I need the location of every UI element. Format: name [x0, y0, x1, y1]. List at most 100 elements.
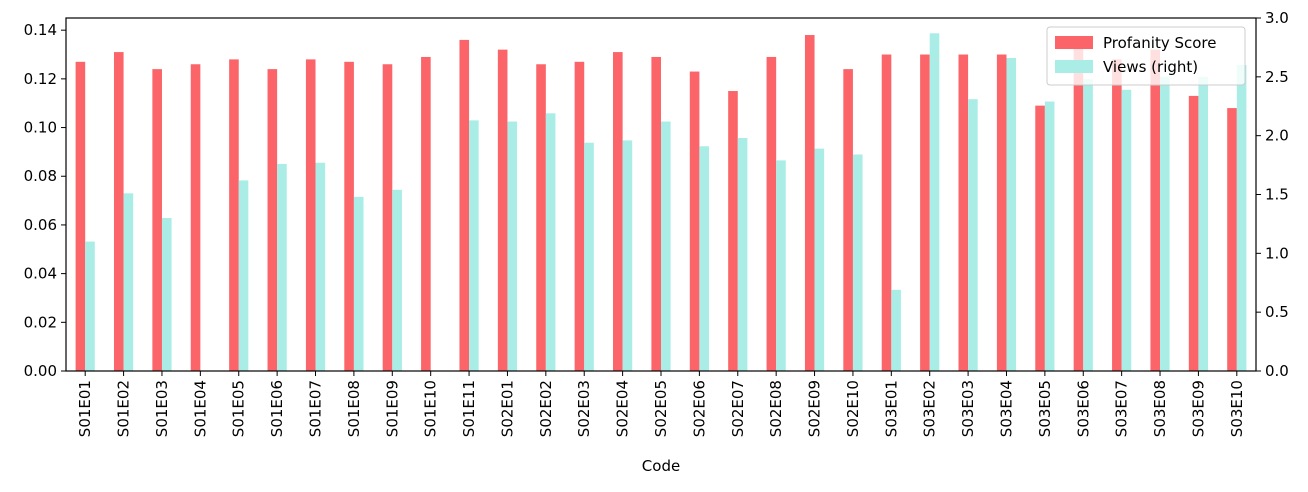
x-tick-label: S01E06	[268, 380, 286, 437]
left-y-tick-label: 0.00	[24, 362, 57, 380]
bar-views-s01e03	[161, 218, 172, 371]
x-tick-label: S03E04	[997, 380, 1015, 437]
bar-profanity-s02e10	[843, 69, 853, 371]
legend: Profanity Score Views (right)	[1046, 26, 1246, 86]
bar-profanity-s02e02	[536, 64, 546, 371]
bar-views-s02e07	[737, 138, 748, 371]
x-tick-label: S02E05	[652, 380, 670, 437]
bar-profanity-s01e03	[152, 69, 162, 371]
x-tick-label: S03E01	[882, 380, 900, 437]
bar-profanity-s03e03	[958, 54, 969, 371]
x-tick-label: S02E06	[690, 380, 708, 437]
bar-profanity-s03e06	[1073, 44, 1084, 372]
bar-profanity-s03e07	[1112, 59, 1122, 372]
right-y-tick-label: 1.0	[1265, 244, 1289, 262]
x-tick-label: S02E03	[575, 380, 593, 437]
x-tick-label: S03E07	[1113, 380, 1131, 437]
x-tick-label: S03E10	[1228, 380, 1246, 437]
left-y-tick-label: 0.12	[24, 70, 57, 88]
x-tick-label: S02E10	[844, 380, 862, 437]
legend-label: Views (right)	[1103, 58, 1198, 76]
x-tick-label: S03E08	[1151, 380, 1169, 437]
profanity-bars	[75, 35, 1237, 372]
right-y-tick-label: 2.5	[1265, 68, 1289, 86]
x-tick-label: S01E01	[76, 380, 94, 437]
right-y-tick-label: 0.5	[1265, 303, 1289, 321]
bar-views-s02e08	[776, 160, 786, 371]
x-tick-label: S01E08	[345, 380, 363, 437]
bar-profanity-s01e04	[190, 64, 201, 371]
x-tick-label: S01E02	[115, 380, 133, 437]
x-tick-label: S03E05	[1036, 380, 1054, 437]
bar-profanity-s01e11	[459, 39, 470, 372]
bar-profanity-s03e04	[996, 54, 1007, 371]
bar-views-s03e01	[891, 289, 901, 371]
bar-views-s03e04	[1006, 58, 1017, 372]
x-tick-label: S01E11	[460, 380, 478, 437]
x-tick-label: S01E07	[307, 380, 325, 437]
bar-views-s02e06	[699, 146, 709, 371]
bar-views-s01e01	[85, 241, 95, 371]
right-y-axis: 0.0 0.5 1.0 1.5 2.0 2.5 3.0	[1256, 9, 1289, 380]
x-tick-label: S01E09	[383, 380, 401, 437]
bar-views-s01e06	[277, 163, 287, 371]
bar-profanity-s02e01	[497, 49, 508, 371]
x-tick-label: S03E02	[921, 380, 939, 437]
x-tick-label: S02E07	[729, 380, 747, 437]
left-y-tick-label: 0.08	[24, 167, 57, 185]
bar-profanity-s03e10	[1227, 108, 1237, 371]
bar-profanity-s03e09	[1188, 95, 1199, 372]
bar-views-s02e01	[507, 121, 518, 372]
bar-profanity-s02e03	[574, 61, 585, 372]
right-y-tick-label: 2.0	[1265, 127, 1289, 145]
bar-profanity-s01e09	[382, 64, 393, 371]
bar-views-s03e06	[1083, 79, 1093, 371]
bar-profanity-s01e08	[344, 61, 354, 372]
legend-swatch	[1055, 60, 1093, 73]
x-tick-label: S02E04	[614, 380, 632, 437]
x-tick-label: S02E02	[537, 380, 555, 437]
bar-views-s01e05	[238, 180, 249, 371]
left-y-axis: 0.00 0.02 0.04 0.06 0.08 0.10 0.12 0.14	[24, 21, 66, 380]
bar-views-s02e02	[545, 113, 556, 371]
bar-profanity-s02e09	[804, 35, 815, 371]
left-y-tick-label: 0.04	[24, 265, 57, 283]
right-y-tick-label: 3.0	[1265, 9, 1289, 27]
bar-views-s03e03	[968, 99, 978, 371]
bar-views-s03e09	[1198, 76, 1209, 371]
right-y-tick-label: 1.5	[1265, 186, 1289, 204]
bar-profanity-s02e06	[689, 71, 700, 371]
bar-views-s02e10	[852, 154, 863, 371]
bar-profanity-s01e06	[267, 69, 278, 371]
bar-views-s01e07	[315, 162, 326, 371]
x-axis-label: Code	[642, 457, 680, 475]
bar-profanity-s03e08	[1150, 49, 1161, 371]
bar-views-s02e05	[661, 121, 671, 372]
bar-profanity-s01e02	[113, 52, 124, 371]
bar-profanity-s03e05	[1035, 105, 1045, 371]
legend-box	[1046, 26, 1246, 86]
bar-profanity-s02e04	[613, 52, 623, 371]
bar-views-s01e09	[392, 189, 402, 371]
left-y-tick-label: 0.10	[24, 119, 57, 137]
bar-views-s03e07	[1121, 89, 1132, 371]
bar-views-s03e08	[1160, 76, 1170, 371]
x-tick-label: S01E03	[153, 380, 171, 437]
bar-profanity-s02e05	[651, 56, 661, 372]
bar-profanity-s03e01	[881, 54, 892, 371]
bar-views-s01e02	[123, 193, 134, 371]
x-tick-label: S01E10	[422, 380, 440, 437]
bar-profanity-s02e08	[766, 56, 777, 372]
bar-profanity-s02e07	[728, 91, 738, 371]
bar-views-s01e08	[353, 196, 364, 371]
bar-profanity-s01e07	[305, 59, 316, 372]
left-y-tick-label: 0.06	[24, 216, 57, 234]
bar-views-s01e11	[469, 120, 479, 372]
bar-views-s02e03	[584, 142, 594, 371]
bar-views-s02e04	[622, 140, 633, 371]
x-tick-label: S03E06	[1074, 380, 1092, 437]
legend-label: Profanity Score	[1103, 34, 1216, 52]
x-tick-label: S01E04	[191, 380, 209, 437]
